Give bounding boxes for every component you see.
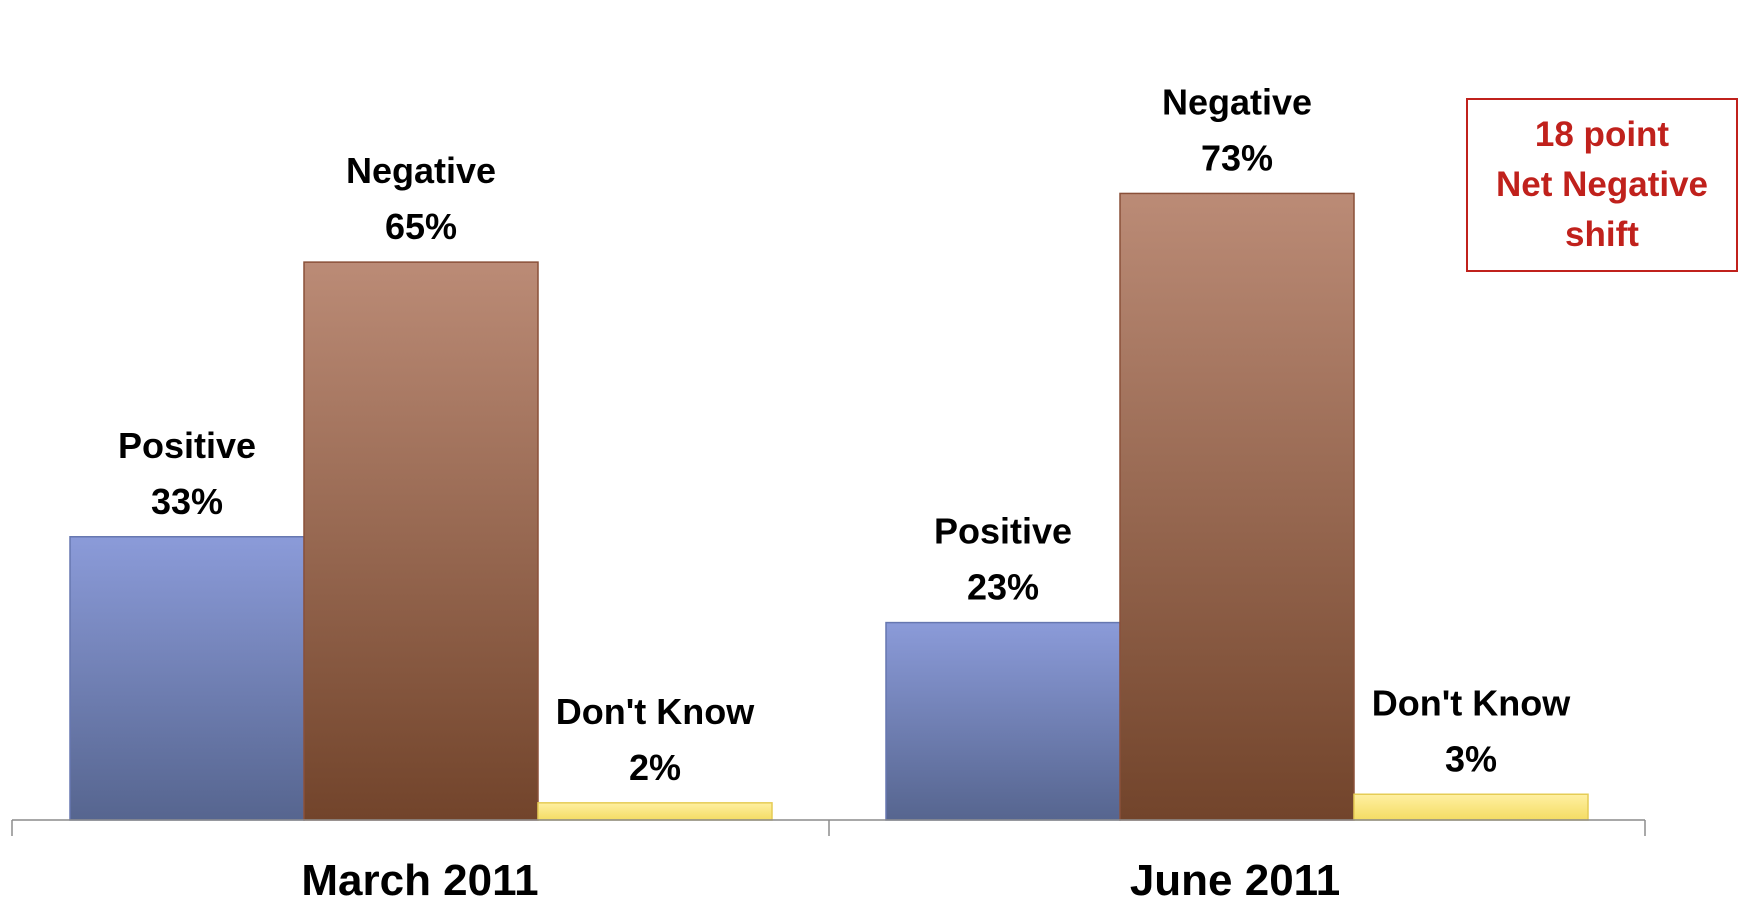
x-tick-label-june-2011: June 2011	[1130, 856, 1340, 902]
x-axis: March 2011 June 2011	[11, 819, 1646, 902]
annotation-line-2: Net Negative	[1495, 165, 1709, 204]
bar-don-t-know-june-2011	[1353, 793, 1589, 821]
data-labels: Positive 33% Negative 65% Don't Know 2% Positi…	[118, 81, 1571, 787]
annotation-line-1: 18 point	[1534, 115, 1670, 154]
data-label-value-positive-june-2011: 23%	[967, 567, 1039, 608]
data-label-name-don-t-know-june-2011: Don't Know	[1372, 682, 1572, 723]
data-label-name-negative-june-2011: Negative	[1162, 81, 1312, 122]
annotation-box: 18 point Net Negative shift	[1466, 98, 1738, 272]
bar-positive-march-2011	[69, 536, 305, 821]
x-tick-label-march-2011: March 2011	[301, 856, 538, 902]
data-label-value-don-t-know-march-2011: 2%	[629, 747, 681, 788]
bar-don-t-know-march-2011	[537, 802, 773, 821]
bars	[69, 192, 1589, 821]
data-label-name-positive-march-2011: Positive	[118, 425, 256, 466]
data-label-name-don-t-know-march-2011: Don't Know	[556, 691, 756, 732]
data-label-name-positive-june-2011: Positive	[934, 511, 1072, 552]
annotation-line-3: shift	[1565, 215, 1639, 254]
bar-negative-june-2011	[1119, 192, 1355, 821]
bar-negative-march-2011	[303, 261, 539, 821]
data-label-value-positive-march-2011: 33%	[151, 481, 223, 522]
data-label-value-negative-march-2011: 65%	[385, 206, 457, 247]
data-label-value-negative-june-2011: 73%	[1201, 137, 1273, 178]
data-label-name-negative-march-2011: Negative	[346, 150, 496, 191]
data-label-value-don-t-know-june-2011: 3%	[1445, 738, 1497, 779]
bar-positive-june-2011	[885, 621, 1121, 821]
